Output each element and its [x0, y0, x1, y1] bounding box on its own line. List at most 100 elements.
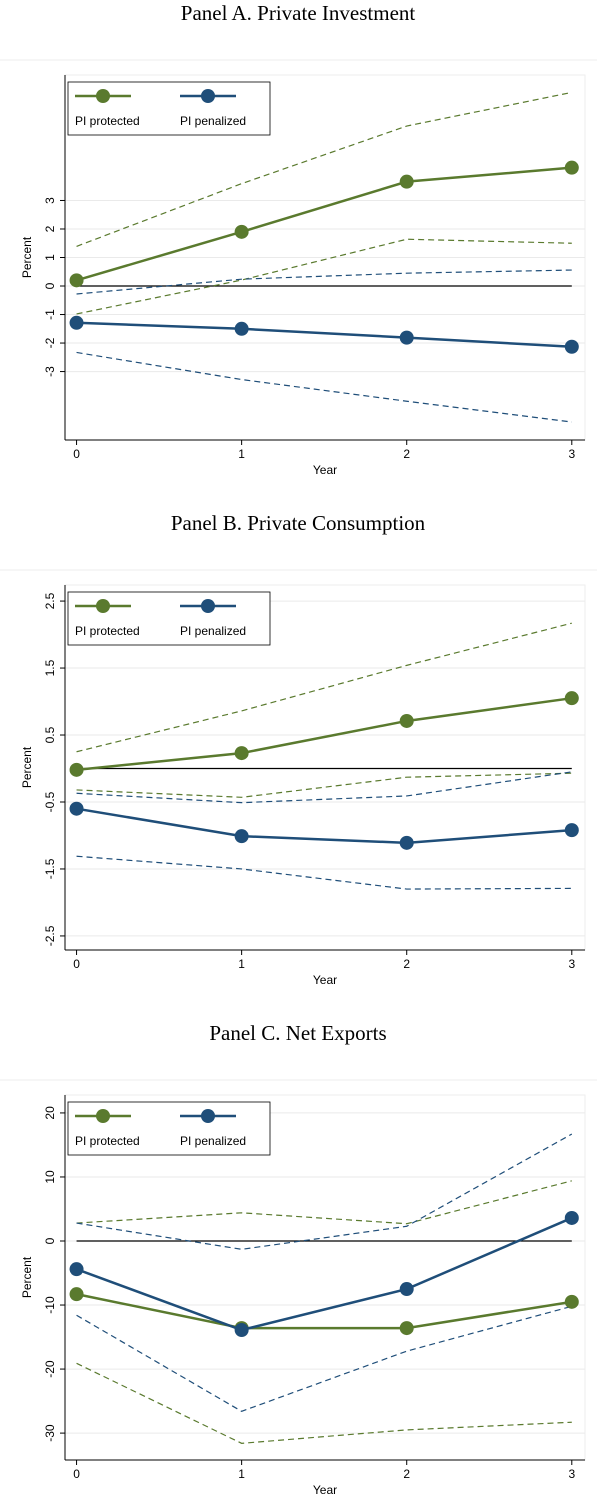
series-line — [76, 807, 572, 845]
legend-label: PI protected — [75, 1134, 140, 1148]
y-tick-label: 20 — [43, 1106, 57, 1120]
point — [69, 1262, 84, 1277]
ci-upper — [76, 1180, 572, 1225]
x-tick-label: 3 — [568, 447, 575, 461]
legend-label: PI protected — [75, 114, 140, 128]
y-tick-label: -2 — [43, 337, 57, 348]
y-axis-label: Percent — [20, 236, 34, 278]
ci-upper — [76, 91, 572, 247]
x-axis-label: Year — [313, 973, 337, 987]
y-tick-label: 1 — [43, 254, 57, 261]
panel-title: Panel C. Net Exports — [209, 1021, 386, 1045]
x-tick-label: 3 — [568, 957, 575, 971]
x-tick-label: 2 — [403, 957, 410, 971]
series-line — [76, 1216, 573, 1332]
x-tick-label: 0 — [73, 1467, 80, 1481]
x-tick-label: 1 — [238, 1467, 245, 1481]
point — [399, 1321, 414, 1336]
ci-lower — [76, 238, 572, 315]
legend-marker — [201, 599, 215, 613]
legend: PI protected PI penalized — [67, 81, 271, 136]
y-tick-label: -1.5 — [43, 858, 57, 879]
ci-upper — [76, 269, 572, 295]
ci-lower — [76, 772, 572, 798]
x-tick-label: 3 — [568, 1467, 575, 1481]
point — [234, 1323, 249, 1338]
point — [564, 339, 579, 354]
legend-marker — [96, 89, 110, 103]
legend-label: PI penalized — [180, 624, 246, 638]
point — [399, 835, 414, 850]
y-tick-label: 0.5 — [43, 726, 57, 743]
point — [564, 823, 579, 838]
point — [564, 1294, 579, 1309]
series-line — [76, 321, 572, 349]
series-line — [76, 1292, 572, 1330]
point — [69, 315, 84, 330]
point — [69, 273, 84, 288]
legend-label: PI penalized — [180, 114, 246, 128]
point — [399, 1282, 414, 1297]
ci-lower — [76, 1362, 572, 1444]
y-tick-label: -10 — [43, 1296, 57, 1314]
legend: PI protected PI penalized — [67, 591, 271, 646]
point — [564, 1210, 579, 1225]
point — [234, 746, 249, 761]
legend-label: PI penalized — [180, 1134, 246, 1148]
panel-title: Panel A. Private Investment — [181, 1, 416, 25]
x-axis-label: Year — [313, 1483, 337, 1497]
point — [399, 330, 414, 345]
y-tick-label: -20 — [43, 1360, 57, 1378]
y-tick-label: 3 — [43, 197, 57, 204]
y-tick-label: 1.5 — [43, 659, 57, 676]
panel: Panel C. Net Exports -30 -20 -10 0 10 20 0 1 2 3 Pe… — [0, 1021, 597, 1497]
panel-title: Panel B. Private Consumption — [171, 511, 426, 535]
series-line — [76, 166, 572, 282]
y-axis-label: Percent — [20, 1256, 34, 1298]
point — [234, 321, 249, 336]
x-tick-label: 1 — [238, 447, 245, 461]
series-line — [76, 696, 572, 772]
ci-upper — [76, 771, 572, 804]
x-tick-label: 2 — [403, 1467, 410, 1481]
point — [399, 174, 414, 189]
point — [564, 691, 579, 706]
y-tick-label: -0.5 — [43, 791, 57, 812]
y-tick-label: -3 — [43, 366, 57, 377]
y-tick-label: 10 — [43, 1170, 57, 1184]
x-tick-label: 0 — [73, 957, 80, 971]
point — [399, 713, 414, 728]
y-tick-label: -30 — [43, 1424, 57, 1442]
legend: PI protected PI penalized — [67, 1101, 271, 1156]
ci-upper — [76, 1133, 573, 1250]
ci-lower — [76, 1305, 572, 1412]
x-tick-label: 1 — [238, 957, 245, 971]
panel: Panel B. Private Consumption -2.5 -1.5 -0.5… — [0, 511, 597, 987]
point — [564, 160, 579, 175]
legend-marker — [201, 89, 215, 103]
y-tick-label: -1 — [43, 309, 57, 320]
y-tick-label: 0 — [43, 282, 57, 289]
ci-lower — [76, 351, 572, 423]
ci-lower — [76, 855, 572, 890]
x-tick-label: 2 — [403, 447, 410, 461]
x-tick-label: 0 — [73, 447, 80, 461]
legend-marker — [201, 1109, 215, 1123]
legend-marker — [96, 599, 110, 613]
ci-upper — [76, 622, 572, 753]
point — [69, 1287, 84, 1302]
y-tick-label: 2 — [43, 225, 57, 232]
panel: Panel A. Private Investment -3 -2 -1 0 1 2 3 0 1 2… — [0, 1, 597, 477]
legend-label: PI protected — [75, 624, 140, 638]
y-tick-label: 0 — [43, 1237, 57, 1244]
legend-marker — [96, 1109, 110, 1123]
y-tick-label: -2.5 — [43, 925, 57, 946]
point — [234, 829, 249, 844]
point — [69, 801, 84, 816]
point — [234, 224, 249, 239]
x-axis-label: Year — [313, 463, 337, 477]
point — [69, 762, 84, 777]
y-axis-label: Percent — [20, 746, 34, 788]
